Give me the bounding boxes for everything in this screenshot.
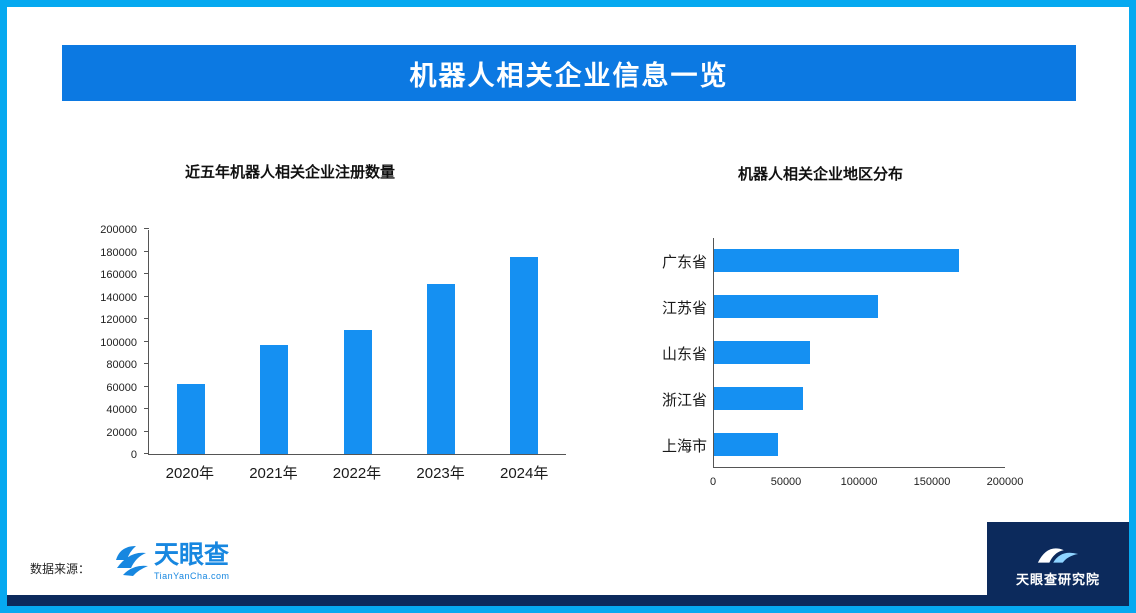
category-label: 江苏省	[661, 299, 707, 317]
bar-江苏省	[714, 295, 878, 319]
bottom-navy-strip	[7, 595, 1129, 606]
x-axis-tick-label: 50000	[770, 476, 802, 488]
y-axis-tick-mark	[144, 430, 149, 432]
left-chart-x-axis: 2020年 2021年 2022年 2023年 2024年	[148, 462, 566, 483]
bar-column	[399, 230, 482, 454]
y-axis-tick-mark	[144, 453, 149, 454]
x-axis-tick-label: 0	[709, 476, 717, 488]
x-axis-category-label: 2024年	[499, 465, 549, 482]
x-axis-category-label: 2020年	[165, 465, 214, 482]
y-axis-tick-mark	[144, 363, 149, 364]
bar-column	[483, 230, 566, 454]
y-axis-tick-mark	[144, 408, 149, 409]
y-axis-tick-label: 40000	[106, 404, 137, 416]
y-axis-tick-label: 180000	[100, 246, 137, 259]
y-axis-tick-label: 200000	[100, 224, 137, 236]
bar-2022年	[343, 330, 372, 454]
y-axis-tick-label: 100000	[100, 336, 137, 349]
y-axis-tick-mark	[144, 273, 149, 274]
right-chart-category-axis: 广东省江苏省山东省浙江省上海市	[637, 238, 707, 468]
tianyancha-logo-icon	[116, 546, 148, 576]
right-chart-bars	[714, 238, 1005, 467]
right-chart-title: 机器人相关企业地区分布	[738, 166, 904, 183]
bar-上海市	[714, 432, 779, 456]
institute-logo-block: 天眼查研究院	[987, 522, 1129, 606]
bar-column	[232, 230, 315, 454]
y-axis-tick-mark	[144, 340, 149, 342]
institute-logo-icon	[1037, 547, 1079, 563]
bar-row	[714, 421, 1005, 467]
tianyancha-logo-url: TianYanCha.com	[154, 571, 230, 581]
bar-2021年	[260, 344, 289, 454]
y-axis-tick-mark	[144, 228, 149, 229]
y-axis-tick-mark	[144, 385, 149, 387]
y-axis-tick-label: 140000	[100, 291, 137, 304]
x-axis-tick-label: 100000	[840, 476, 878, 488]
right-chart-plot-area	[713, 238, 1005, 468]
y-axis-tick-label: 20000	[106, 426, 137, 439]
bar-column	[149, 230, 232, 454]
institute-logo-text: 天眼查研究院	[1015, 571, 1100, 587]
y-axis-tick-mark	[144, 318, 149, 319]
y-axis-tick-label: 80000	[106, 359, 137, 371]
x-axis-category-label: 2021年	[249, 465, 298, 482]
bar-row	[714, 238, 1005, 284]
y-axis-tick-label: 60000	[106, 381, 137, 394]
y-axis-tick-label: 120000	[100, 314, 137, 326]
bar-2023年	[426, 284, 455, 454]
bar-row	[714, 375, 1005, 421]
category-label: 上海市	[661, 437, 707, 455]
bar-column	[316, 230, 399, 454]
bar-row	[714, 330, 1005, 376]
y-axis-tick-mark	[144, 250, 149, 252]
bar-2024年	[510, 257, 539, 454]
x-axis-category-label: 2022年	[332, 465, 382, 482]
x-axis-tick-label: 200000	[986, 476, 1024, 488]
data-source-label: 数据来源：	[30, 562, 91, 576]
y-axis-tick-mark	[144, 295, 149, 297]
bar-山东省	[714, 340, 811, 364]
category-label: 山东省	[661, 345, 707, 363]
bar-2020年	[176, 384, 205, 454]
category-label: 浙江省	[661, 391, 707, 409]
right-chart-x-axis: 0 50000 100000 150000 200000	[709, 476, 1023, 492]
bar-row	[714, 284, 1005, 330]
tianyancha-logo: 天眼查 TianYanCha.com	[110, 541, 230, 581]
y-axis-tick-label: 0	[130, 449, 137, 461]
bar-浙江省	[714, 386, 804, 410]
left-chart-plot-area	[144, 228, 566, 455]
left-chart-bars	[149, 230, 566, 454]
page-title: 机器人相关企业信息一览	[409, 60, 729, 91]
title-banner: 机器人相关企业信息一览	[62, 45, 1076, 101]
x-axis-category-label: 2023年	[416, 465, 465, 482]
left-chart-title: 近五年机器人相关企业注册数量	[185, 164, 396, 181]
category-label: 广东省	[661, 253, 707, 271]
left-chart-y-axis: 0 20000 40000 60000 80000 100000 120000 140000 1…	[62, 224, 137, 461]
bar-广东省	[714, 249, 960, 273]
x-axis-tick-label: 150000	[913, 476, 951, 488]
tianyancha-logo-text: 天眼查	[154, 541, 230, 569]
y-axis-tick-label: 160000	[100, 269, 137, 281]
